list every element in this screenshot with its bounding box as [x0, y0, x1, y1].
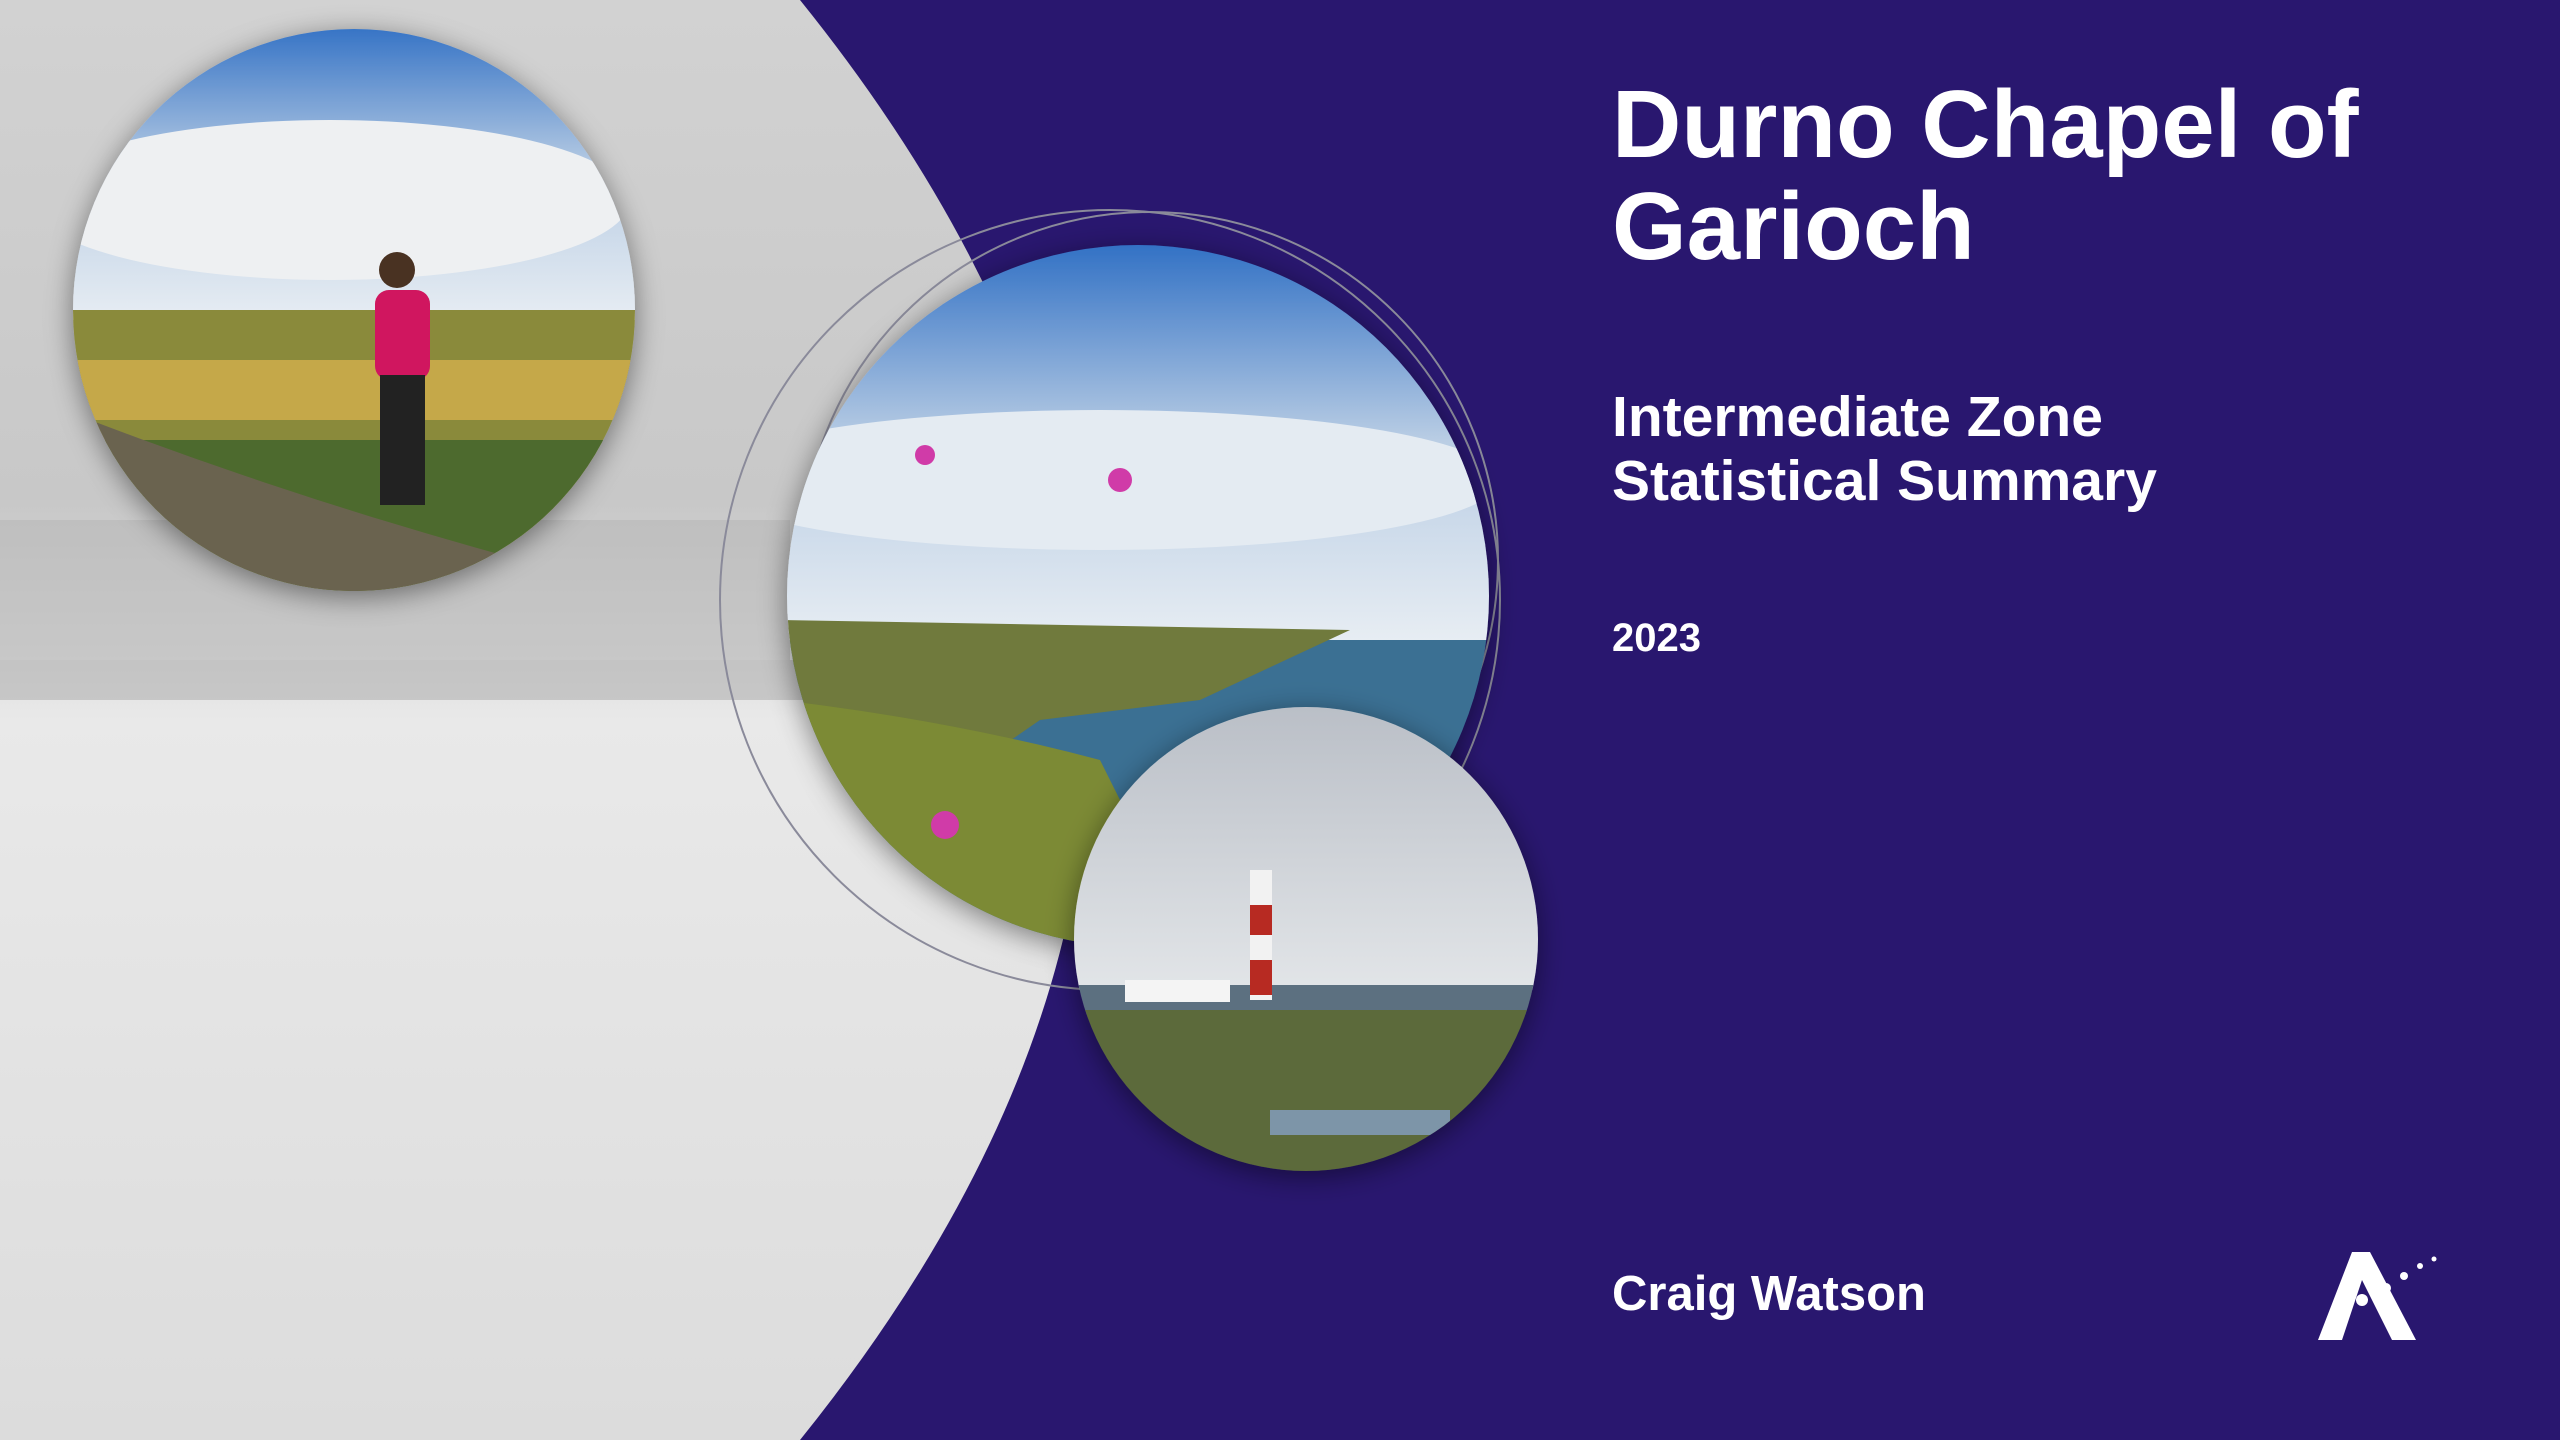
- harbour-wall: [0, 660, 900, 700]
- slide-title: Durno Chapel of Garioch: [1612, 71, 2359, 280]
- author: Craig Watson: [1612, 1267, 1926, 1321]
- year: 2023: [1612, 616, 1701, 660]
- slide-subtitle: Intermediate Zone Statistical Summary: [1612, 385, 2157, 513]
- logo: [2318, 1252, 2437, 1340]
